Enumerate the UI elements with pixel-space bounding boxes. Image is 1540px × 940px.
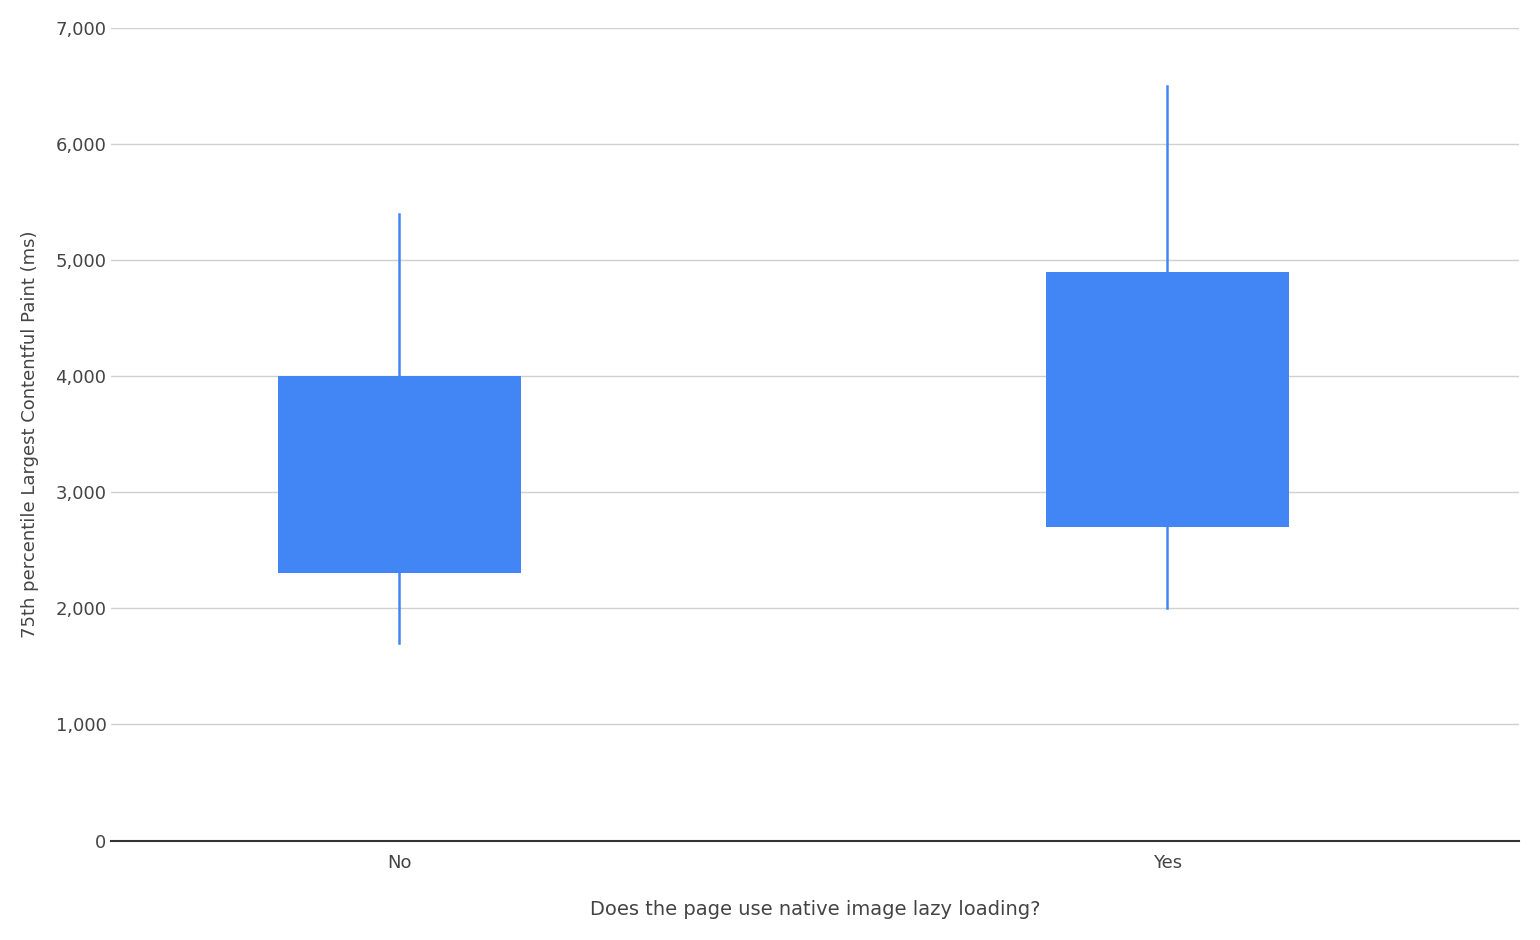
Y-axis label: 75th percentile Largest Contentful Paint (ms): 75th percentile Largest Contentful Paint… <box>22 230 38 638</box>
Bar <box>277 376 521 573</box>
X-axis label: Does the page use native image lazy loading?: Does the page use native image lazy load… <box>590 901 1041 919</box>
Bar <box>1046 272 1289 527</box>
